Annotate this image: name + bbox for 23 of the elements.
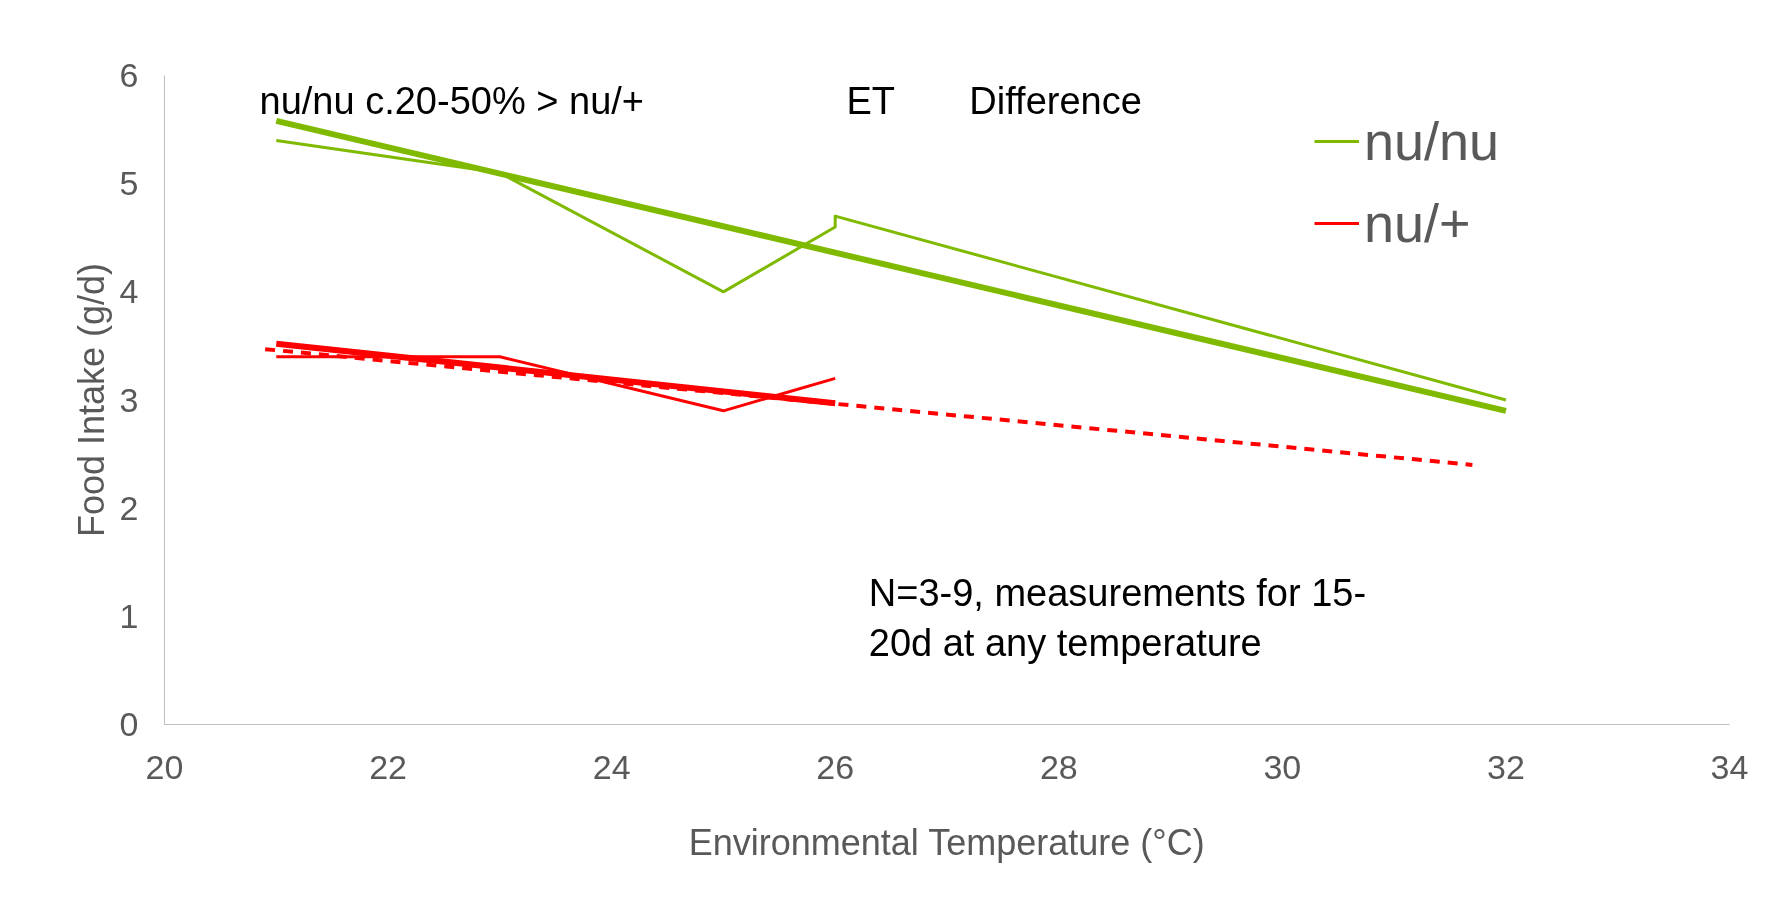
y-tick-label: 5 [119,164,139,203]
x-axis-title: Environmental Temperature (°C) [688,821,1205,863]
annotation: Difference [969,79,1142,122]
y-tick-label: 2 [119,488,139,527]
annotation: N=3-9, measurements for 15- 20d at any temperature [868,571,1367,665]
legend-label: nu/nu [1364,110,1500,172]
x-tick-label: 24 [592,747,631,786]
x-tick-label: 28 [1039,747,1078,786]
x-tick-label: 34 [1710,747,1749,786]
y-axis-title: Food Intake (g/d) [70,262,112,538]
y-tick-label: 1 [119,596,139,635]
x-tick-label: 30 [1263,747,1302,786]
annotation: nu/nu c.20-50% > nu/+ [259,79,645,122]
legend-label: nu/+ [1364,192,1471,254]
y-tick-label: 4 [119,272,139,311]
x-tick-label: 22 [369,747,407,786]
y-tick-label: 3 [119,380,139,419]
y-tick-label: 6 [119,56,139,94]
annotation: ET [846,79,895,122]
x-tick-label: 20 [145,747,184,786]
y-tick-label: 0 [119,705,139,743]
x-tick-label: 32 [1487,747,1525,786]
x-tick-label: 26 [816,747,855,786]
